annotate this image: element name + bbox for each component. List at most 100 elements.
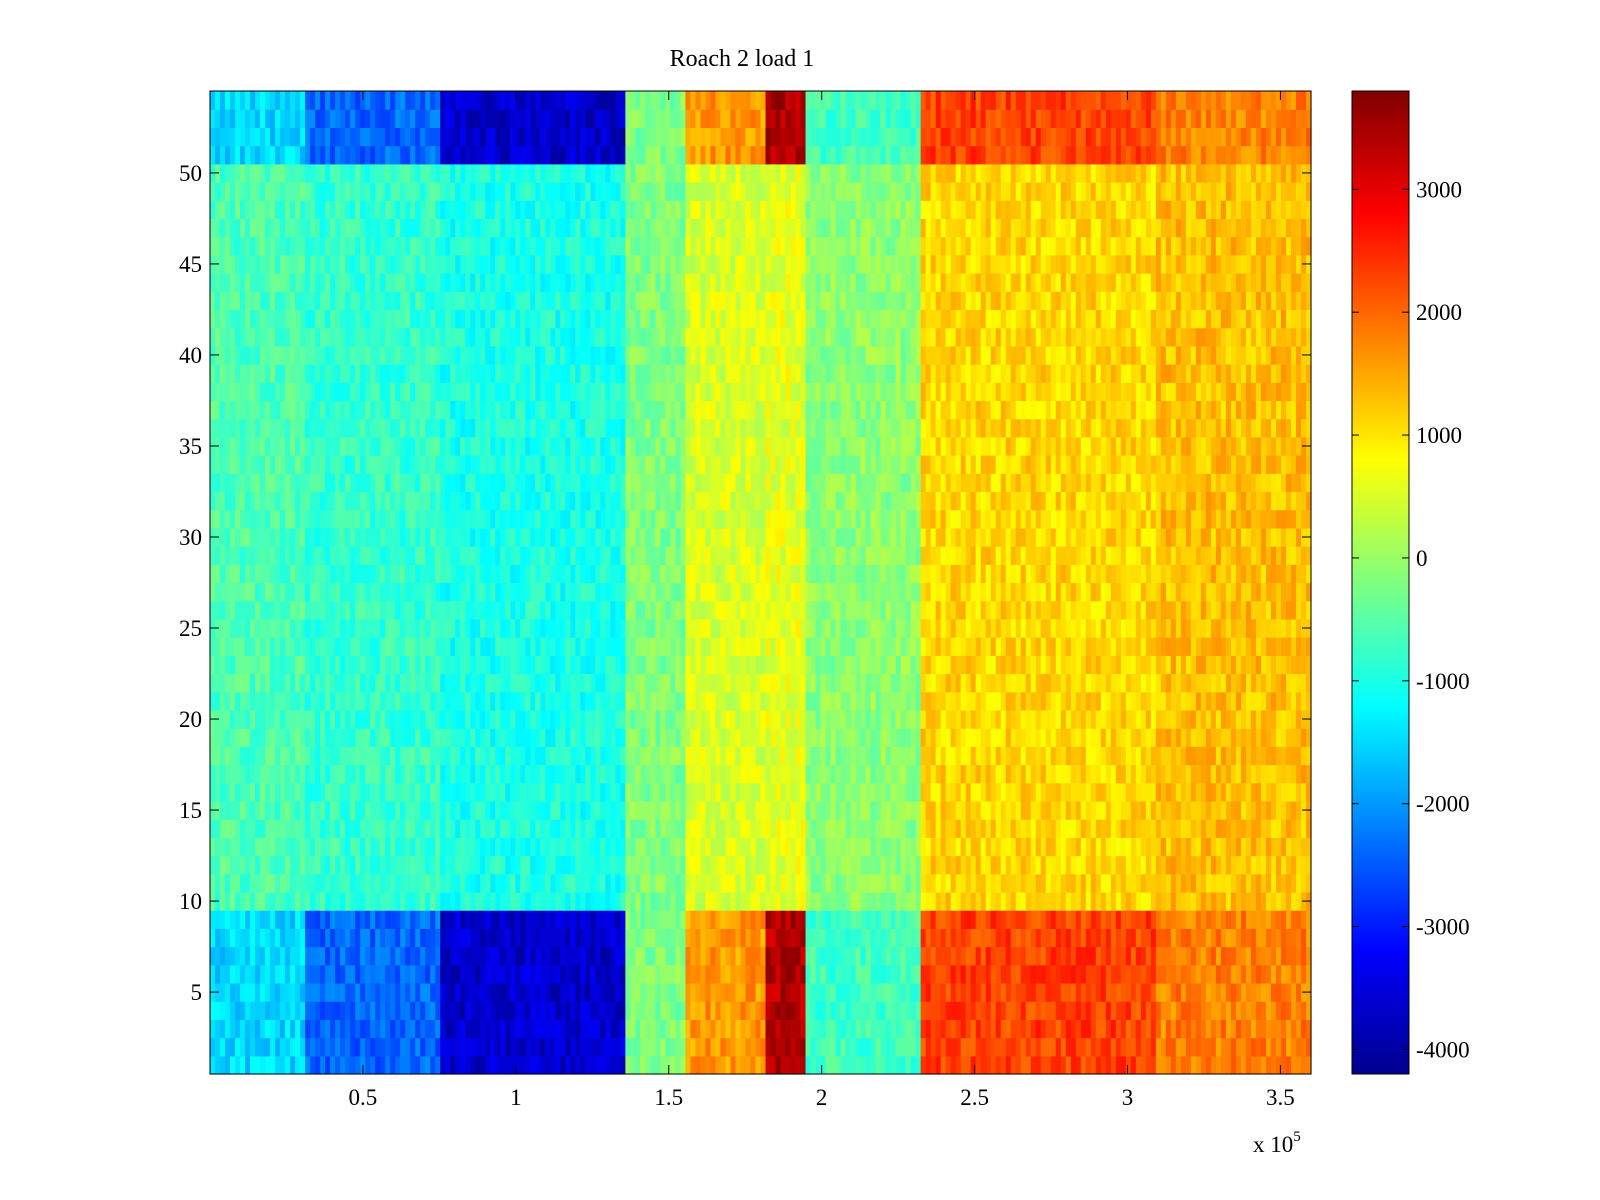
heatmap-cell — [305, 855, 311, 875]
heatmap-cell — [475, 509, 481, 529]
heatmap-cell — [570, 837, 576, 857]
heatmap-cell — [255, 564, 261, 584]
heatmap-cell — [580, 928, 586, 948]
heatmap-cell — [665, 600, 672, 620]
heatmap-cell — [210, 455, 216, 474]
heatmap-cell — [460, 1055, 466, 1075]
heatmap-cell — [550, 782, 556, 802]
heatmap-cell — [510, 436, 516, 456]
heatmap-cell — [615, 273, 621, 292]
heatmap-cell — [505, 964, 511, 984]
heatmap-cell — [610, 709, 616, 729]
heatmap-cell — [670, 618, 677, 638]
heatmap-cell — [305, 364, 311, 383]
heatmap-cell — [415, 618, 421, 638]
heatmap-cell — [600, 910, 606, 929]
heatmap-cell — [520, 728, 526, 747]
heatmap-cell — [595, 964, 601, 984]
heatmap-cell — [345, 964, 351, 984]
heatmap-cell — [245, 564, 251, 584]
heatmap-cell — [575, 236, 581, 256]
heatmap-cell — [280, 837, 286, 857]
heatmap-cell — [650, 382, 656, 402]
heatmap-cell — [585, 473, 591, 493]
heatmap-cell — [340, 400, 346, 420]
heatmap-cell — [290, 473, 296, 493]
heatmap-cell — [335, 1019, 341, 1039]
heatmap-cell — [325, 982, 331, 1002]
heatmap-cell — [220, 1001, 226, 1020]
heatmap-cell — [520, 564, 526, 584]
heatmap-cell — [285, 837, 291, 857]
heatmap-cell — [350, 709, 356, 729]
heatmap-cell — [500, 400, 506, 420]
heatmap-cell — [405, 382, 411, 402]
heatmap-cell — [440, 163, 446, 183]
heatmap-cell — [350, 345, 356, 365]
heatmap-cell — [545, 200, 551, 220]
heatmap-cell — [545, 691, 551, 711]
heatmap-cell — [480, 1055, 486, 1075]
heatmap-cell — [325, 837, 331, 857]
heatmap-cell — [235, 382, 241, 402]
heatmap-cell — [395, 618, 401, 638]
heatmap-cell — [370, 127, 376, 147]
heatmap-cell — [215, 327, 221, 347]
heatmap-cell — [410, 236, 416, 256]
heatmap-cell — [405, 873, 411, 893]
heatmap-cell — [380, 509, 386, 529]
heatmap-cell — [435, 873, 441, 893]
heatmap-cell — [335, 728, 341, 747]
heatmap-cell — [605, 600, 611, 620]
heatmap-cell — [355, 309, 361, 329]
heatmap-cell — [630, 618, 636, 638]
heatmap-cell — [260, 127, 266, 147]
heatmap-cell — [575, 309, 581, 329]
heatmap-cell — [520, 655, 526, 675]
heatmap-cell — [610, 400, 616, 420]
heatmap-cell — [390, 309, 396, 329]
heatmap-cell — [450, 382, 456, 402]
heatmap-cell — [370, 182, 376, 201]
heatmap-cell — [530, 109, 536, 128]
heatmap-cell — [640, 855, 646, 875]
heatmap-cell — [260, 1055, 266, 1075]
heatmap-cell — [240, 800, 246, 820]
heatmap-cell — [500, 218, 506, 238]
heatmap-cell — [625, 819, 631, 838]
heatmap-cell — [550, 1019, 556, 1039]
heatmap-cell — [515, 873, 521, 893]
heatmap-cell — [445, 837, 451, 857]
heatmap-cell — [460, 473, 466, 493]
heatmap-cell — [510, 200, 516, 220]
heatmap-cell — [400, 291, 406, 311]
heatmap-cell — [500, 691, 506, 711]
heatmap-cell — [545, 455, 551, 474]
heatmap-cell — [345, 1001, 351, 1020]
heatmap-cell — [285, 582, 291, 602]
heatmap-cell — [645, 436, 651, 456]
heatmap-cell — [490, 764, 496, 784]
heatmap-cell — [335, 964, 341, 984]
heatmap-cell — [460, 273, 466, 292]
heatmap-cell — [465, 582, 471, 602]
heatmap-cell — [520, 182, 526, 201]
heatmap-cell — [450, 928, 456, 948]
heatmap-cell — [305, 200, 311, 220]
heatmap-cell — [395, 600, 401, 620]
heatmap-cell — [565, 673, 571, 693]
heatmap-cell — [230, 910, 236, 929]
heatmap-cell — [665, 982, 672, 1002]
heatmap-cell — [640, 746, 646, 766]
heatmap-cell — [310, 364, 316, 383]
heatmap-cell — [550, 182, 556, 201]
heatmap-cell — [285, 400, 291, 420]
heatmap-cell — [300, 709, 306, 729]
heatmap-cell — [265, 218, 271, 238]
heatmap-cell — [640, 764, 646, 784]
heatmap-cell — [230, 418, 236, 438]
heatmap-cell — [635, 982, 641, 1002]
heatmap-cell — [330, 800, 336, 820]
heatmap-cell — [265, 382, 271, 402]
heatmap-cell — [340, 473, 346, 493]
